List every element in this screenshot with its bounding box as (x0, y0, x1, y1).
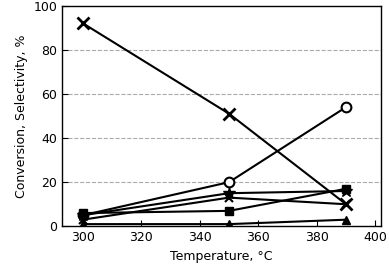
X-axis label: Temperature, °C: Temperature, °C (170, 250, 273, 263)
Y-axis label: Conversion, Selectivity, %: Conversion, Selectivity, % (15, 34, 28, 198)
